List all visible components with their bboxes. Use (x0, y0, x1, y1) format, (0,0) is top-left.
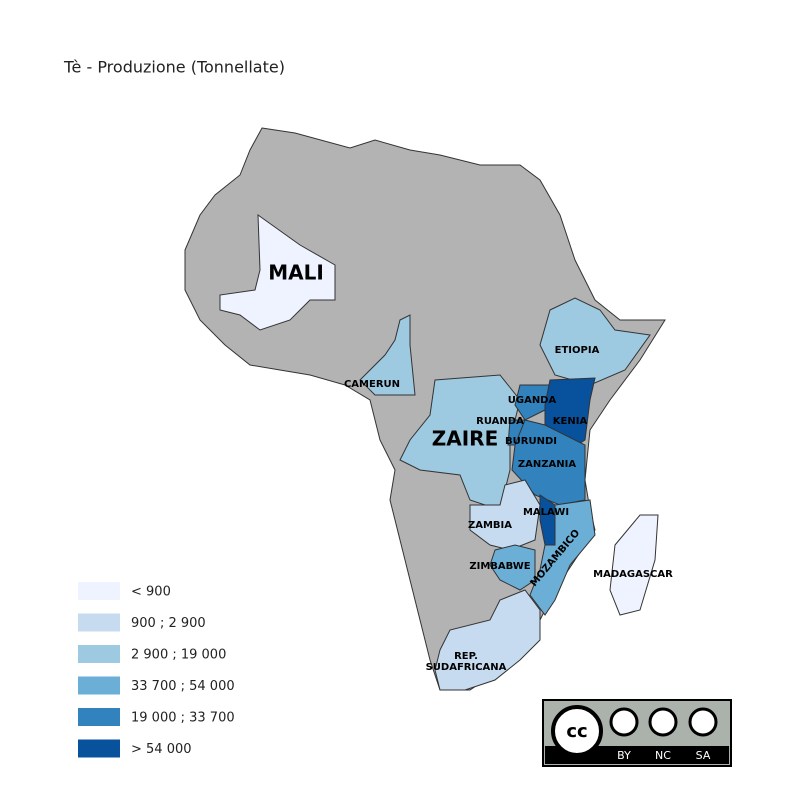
madagascar (609, 514, 659, 616)
cc-text: cc (566, 721, 587, 742)
cameroon (359, 314, 416, 396)
cc-icon (551, 705, 603, 757)
country-label: CAMERUN (344, 379, 400, 390)
zimbabwe (489, 544, 536, 591)
nc-icon (648, 707, 678, 737)
license-badge: cc BY NC SA (542, 699, 732, 767)
license-term: SA (696, 749, 711, 762)
malawi (539, 494, 556, 546)
country-label: SUDAFRICANA (426, 662, 507, 673)
legend-swatch (78, 739, 120, 758)
country-label: ZIMBABWE (469, 561, 530, 572)
legend-label: 2 900 ; 19 000 (131, 648, 226, 663)
map-title: Tè - Produzione (Tonnellate) (63, 58, 285, 77)
country-label: ZAIRE (432, 427, 498, 451)
country-label: BURUNDI (505, 436, 557, 447)
zambia (469, 479, 541, 551)
south-africa (434, 589, 541, 691)
sa-icon (688, 707, 718, 737)
legend-label: < 900 (131, 585, 171, 600)
africa (184, 127, 666, 691)
legend-label: > 54 000 (131, 742, 192, 757)
ethiopia (539, 297, 651, 386)
by-icon (609, 707, 639, 737)
legend-label: 900 ; 2 900 (131, 616, 206, 631)
country-label: UGANDA (508, 395, 557, 406)
country-label: ETIOPIA (555, 345, 600, 356)
country-label: KENIA (553, 416, 588, 427)
country-label: REP. (454, 651, 478, 662)
country-label: ZANZANIA (518, 459, 576, 470)
country-label: MALI (268, 261, 324, 285)
country-label: MALAWI (523, 507, 569, 518)
legend-swatch (78, 582, 120, 600)
mali (219, 214, 336, 331)
legend: < 900 900 ; 2 900 2 900 ; 19 000 33 700 ; 5… (78, 582, 235, 758)
legend-swatch (78, 613, 120, 632)
legend-swatch (78, 645, 120, 663)
legend-label: 33 700 ; 54 000 (131, 679, 235, 694)
legend-swatch (78, 708, 120, 726)
country-label: RUANDA (476, 416, 524, 427)
license-term: NC (655, 749, 671, 762)
country-label: MADAGASCAR (593, 569, 673, 580)
legend-label: 19 000 ; 33 700 (131, 711, 235, 726)
uganda (514, 384, 551, 421)
license-term: BY (617, 749, 631, 762)
country-label: ZAMBIA (468, 520, 512, 531)
legend-swatch (78, 676, 120, 695)
